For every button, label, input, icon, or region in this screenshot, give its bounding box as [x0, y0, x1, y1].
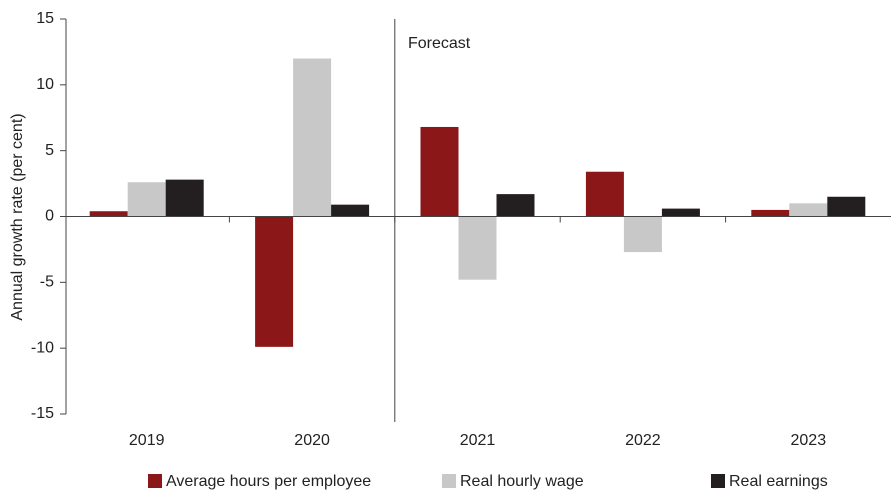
legend-label: Average hours per employee: [166, 473, 371, 490]
x-tick-label: 2020: [294, 432, 330, 449]
bar: [827, 196, 866, 217]
bar: [255, 216, 294, 347]
y-tick-label: 10: [36, 76, 54, 93]
y-tick-label: 0: [45, 208, 54, 225]
x-tick-label: 2023: [791, 432, 827, 449]
bar: [751, 209, 790, 217]
bar: [89, 211, 128, 217]
y-tick-label: -10: [31, 339, 54, 356]
legend-label: Real hourly wage: [460, 473, 584, 490]
bar: [165, 179, 204, 217]
y-tick-label: 5: [45, 142, 54, 159]
y-tick-label: -5: [40, 274, 54, 291]
legend-swatch: [442, 474, 456, 488]
bar: [127, 182, 166, 217]
bar: [661, 208, 700, 217]
x-tick-label: 2021: [460, 432, 496, 449]
legend-swatch: [711, 474, 725, 488]
bar: [420, 126, 459, 217]
legend-label: Real earnings: [729, 473, 828, 490]
y-axis-label: Annual growth rate (per cent): [9, 113, 26, 320]
y-tick-label: -15: [31, 405, 54, 422]
annotation: Forecast: [408, 35, 471, 52]
bar: [789, 203, 828, 217]
bar: [496, 194, 535, 217]
bar: [293, 58, 332, 217]
bar: [585, 171, 624, 217]
bar: [458, 216, 497, 280]
x-tick-label: 2022: [625, 432, 661, 449]
legend-swatch: [148, 474, 162, 488]
bar: [331, 204, 370, 217]
bar: [623, 216, 662, 253]
y-tick-label: 15: [36, 10, 54, 27]
x-tick-label: 2019: [129, 432, 165, 449]
